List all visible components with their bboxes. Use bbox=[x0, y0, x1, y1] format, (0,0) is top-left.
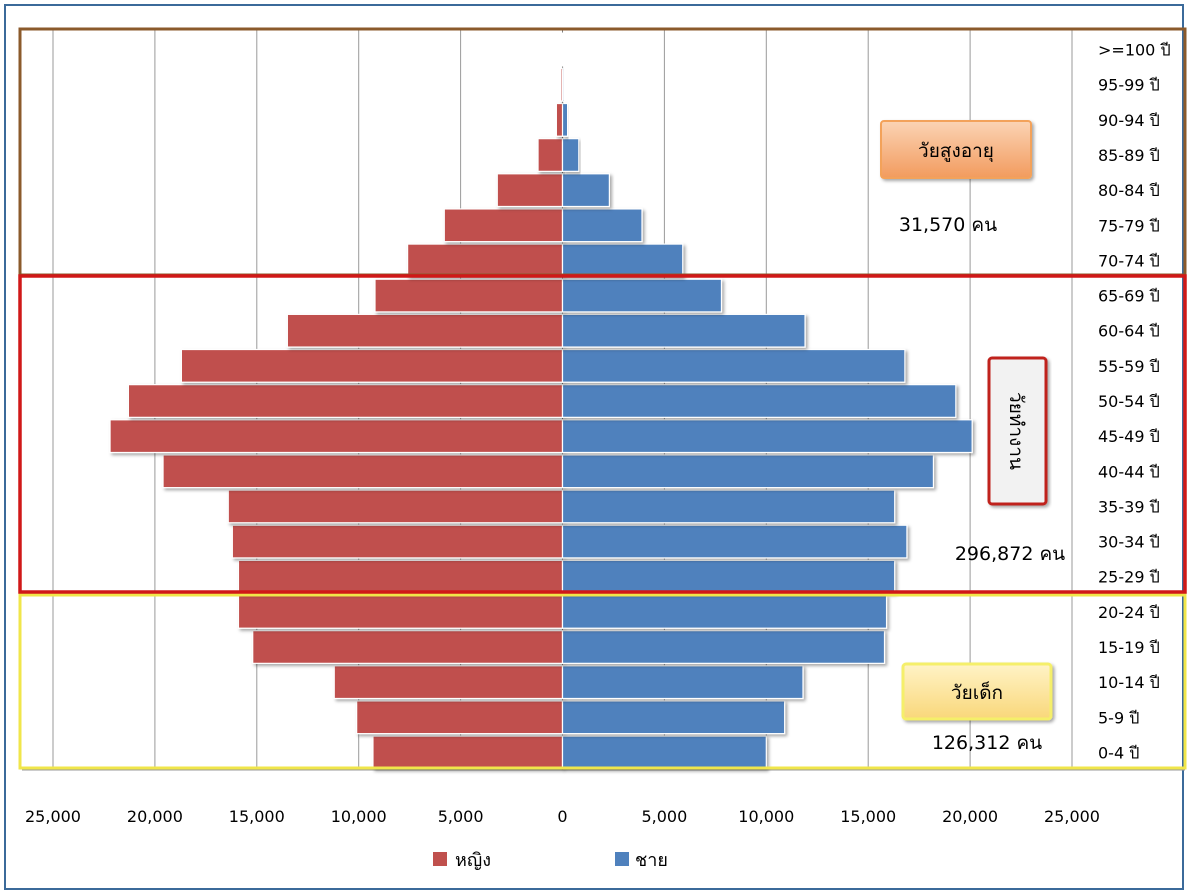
x-tick-label-0: 25,000 bbox=[25, 807, 81, 826]
bar-male-65-69 bbox=[561, 278, 723, 313]
bar-female-60-64 bbox=[286, 313, 564, 348]
x-tick-label-7: 10,000 bbox=[738, 807, 794, 826]
x-tick-label-8: 15,000 bbox=[840, 807, 896, 826]
bar-male-45-49 bbox=[561, 419, 973, 454]
x-tick-label-2: 15,000 bbox=[229, 807, 285, 826]
bar-female-10-14 bbox=[333, 665, 564, 700]
bar-female-75-79 bbox=[443, 208, 564, 243]
x-tick-label-10: 25,000 bbox=[1044, 807, 1100, 826]
age-label-35-39: 35-39 ปี bbox=[1098, 497, 1160, 516]
bar-male-15-19 bbox=[561, 630, 886, 664]
bar-female-50-54 bbox=[127, 384, 564, 418]
bar-female-90-94 bbox=[555, 102, 564, 137]
bar-female-80-84 bbox=[496, 173, 564, 208]
bar-female-20-24 bbox=[237, 594, 564, 629]
age-label-100: >=100 ปี bbox=[1098, 41, 1171, 60]
age-label-85-89: 85-89 ปี bbox=[1098, 146, 1160, 165]
age-label-80-84: 80-84 ปี bbox=[1098, 181, 1160, 200]
working-group-frame bbox=[18, 274, 1187, 594]
bar-female-85-89 bbox=[537, 138, 564, 172]
age-label-70-74: 70-74 ปี bbox=[1098, 251, 1160, 270]
bar-male-95-99 bbox=[561, 67, 565, 102]
bar-male-70-74 bbox=[561, 243, 684, 278]
bar-female-25-29 bbox=[237, 559, 564, 594]
elderly-label-box bbox=[880, 120, 1032, 179]
bar-male-0-4 bbox=[561, 735, 767, 770]
bar-female-65-69 bbox=[374, 278, 564, 313]
elderly-total: 31,570 คน bbox=[899, 214, 997, 236]
children-label: วัยเด็ก bbox=[951, 680, 1003, 704]
bar-female-5-9 bbox=[356, 700, 564, 735]
bar-male-50-54 bbox=[561, 384, 957, 418]
working-label-box bbox=[987, 356, 1048, 506]
legend-swatch-male bbox=[615, 852, 629, 866]
age-label-45-49: 45-49 ปี bbox=[1098, 427, 1160, 446]
bar-female-15-19 bbox=[252, 630, 564, 664]
bar-male-75-79 bbox=[561, 208, 643, 243]
bar-female-30-34 bbox=[231, 524, 564, 559]
age-label-95-99: 95-99 ปี bbox=[1098, 76, 1160, 95]
age-label-75-79: 75-79 ปี bbox=[1098, 216, 1160, 235]
x-tick-label-3: 10,000 bbox=[331, 807, 387, 826]
age-label-25-29: 25-29 ปี bbox=[1098, 568, 1160, 587]
bar-male-60-64 bbox=[561, 313, 806, 348]
bar-female-40-44 bbox=[162, 454, 564, 489]
bar-female-45-49 bbox=[109, 419, 564, 454]
age-label-90-94: 90-94 ปี bbox=[1098, 111, 1160, 130]
bar-female-0-4 bbox=[372, 735, 564, 770]
x-tick-label-6: 5,000 bbox=[641, 807, 687, 826]
age-label-15-19: 15-19 ปี bbox=[1098, 638, 1160, 657]
working-total: 296,872 คน bbox=[955, 543, 1065, 565]
bar-male-40-44 bbox=[561, 454, 935, 489]
bar-male-20-24 bbox=[561, 594, 888, 629]
legend-label-male: ชาย bbox=[635, 850, 668, 871]
age-label-20-24: 20-24 ปี bbox=[1098, 603, 1160, 622]
bar-male-5-9 bbox=[561, 700, 786, 735]
bar-male-55-59 bbox=[561, 348, 906, 383]
x-tick-label-9: 20,000 bbox=[942, 807, 998, 826]
age-label-0-4: 0-4 ปี bbox=[1098, 743, 1139, 762]
age-label-40-44: 40-44 ปี bbox=[1098, 462, 1160, 481]
bar-male-35-39 bbox=[561, 489, 896, 524]
children-group-frame bbox=[18, 593, 1187, 770]
bar-female-70-74 bbox=[407, 243, 564, 278]
age-label-60-64: 60-64 ปี bbox=[1098, 322, 1160, 341]
legend-label-female: หญิง bbox=[455, 850, 491, 871]
children-label-box bbox=[901, 662, 1053, 721]
age-label-5-9: 5-9 ปี bbox=[1098, 708, 1139, 727]
bar-male-90-94 bbox=[561, 102, 569, 137]
elderly-label: วัยสูงอายุ bbox=[918, 140, 994, 163]
legend-swatch-female bbox=[433, 852, 447, 866]
bar-male-25-29 bbox=[561, 559, 896, 594]
bar-male-80-84 bbox=[561, 173, 610, 208]
age-label-65-69: 65-69 ปี bbox=[1098, 287, 1160, 306]
bar-male-30-34 bbox=[561, 524, 908, 559]
bar-male-100 bbox=[561, 32, 564, 67]
bar-male-10-14 bbox=[561, 665, 804, 700]
bar-female-35-39 bbox=[227, 489, 564, 524]
working-label: วัยทำงาน bbox=[1005, 392, 1027, 470]
x-tick-label-1: 20,000 bbox=[127, 807, 183, 826]
age-label-50-54: 50-54 ปี bbox=[1098, 392, 1160, 411]
x-tick-label-4: 5,000 bbox=[438, 807, 484, 826]
bar-male-85-89 bbox=[561, 138, 580, 172]
children-total: 126,312 คน bbox=[932, 732, 1042, 754]
age-label-55-59: 55-59 ปี bbox=[1098, 357, 1160, 376]
bar-female-55-59 bbox=[180, 348, 564, 383]
age-label-10-14: 10-14 ปี bbox=[1098, 673, 1160, 692]
x-tick-label-5: 0 bbox=[557, 807, 567, 826]
age-label-30-34: 30-34 ปี bbox=[1098, 533, 1160, 552]
